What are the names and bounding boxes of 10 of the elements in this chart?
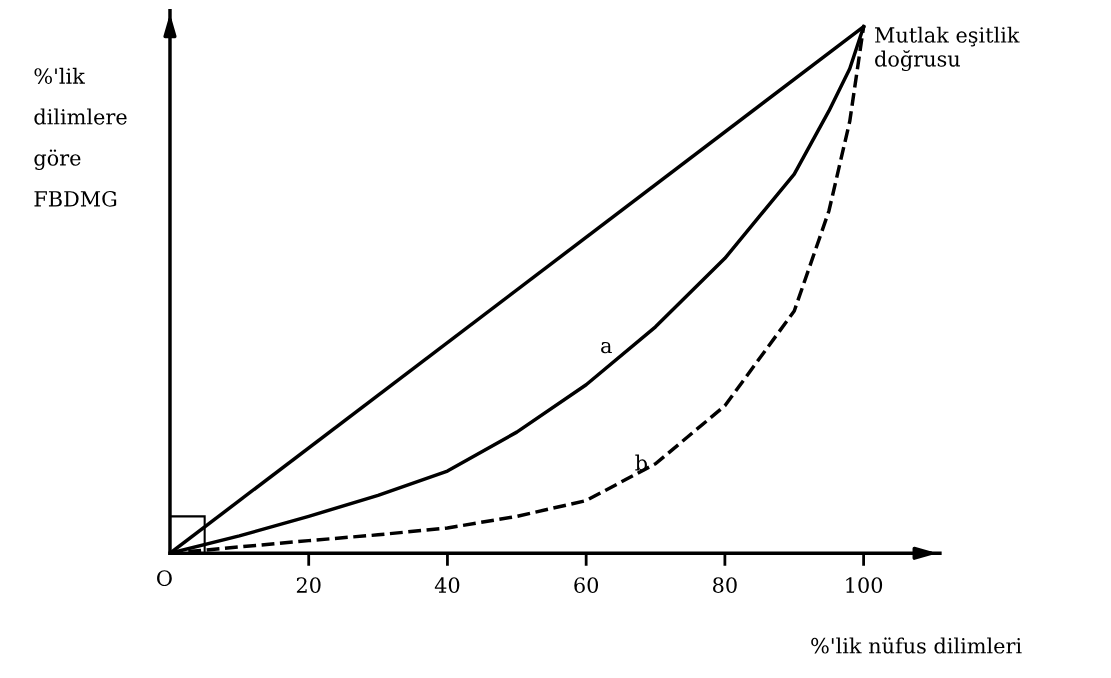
x-tick-label: 20 [296,577,321,593]
y-axis-title: %'lik dilimlere göre FBDMG [34,67,127,207]
series-label: a [601,341,612,354]
x-tick-label: 100 [846,577,883,593]
x-axis-title: %'lik nüfus dilimleri [811,637,1022,654]
x-tick-label: 60 [574,577,599,593]
x-tick-label: 40 [434,577,460,593]
x-tick-label: 80 [713,577,737,593]
series-label: Mutlak eşitlik doğrusu [875,26,1020,72]
annotation: O [157,570,172,587]
